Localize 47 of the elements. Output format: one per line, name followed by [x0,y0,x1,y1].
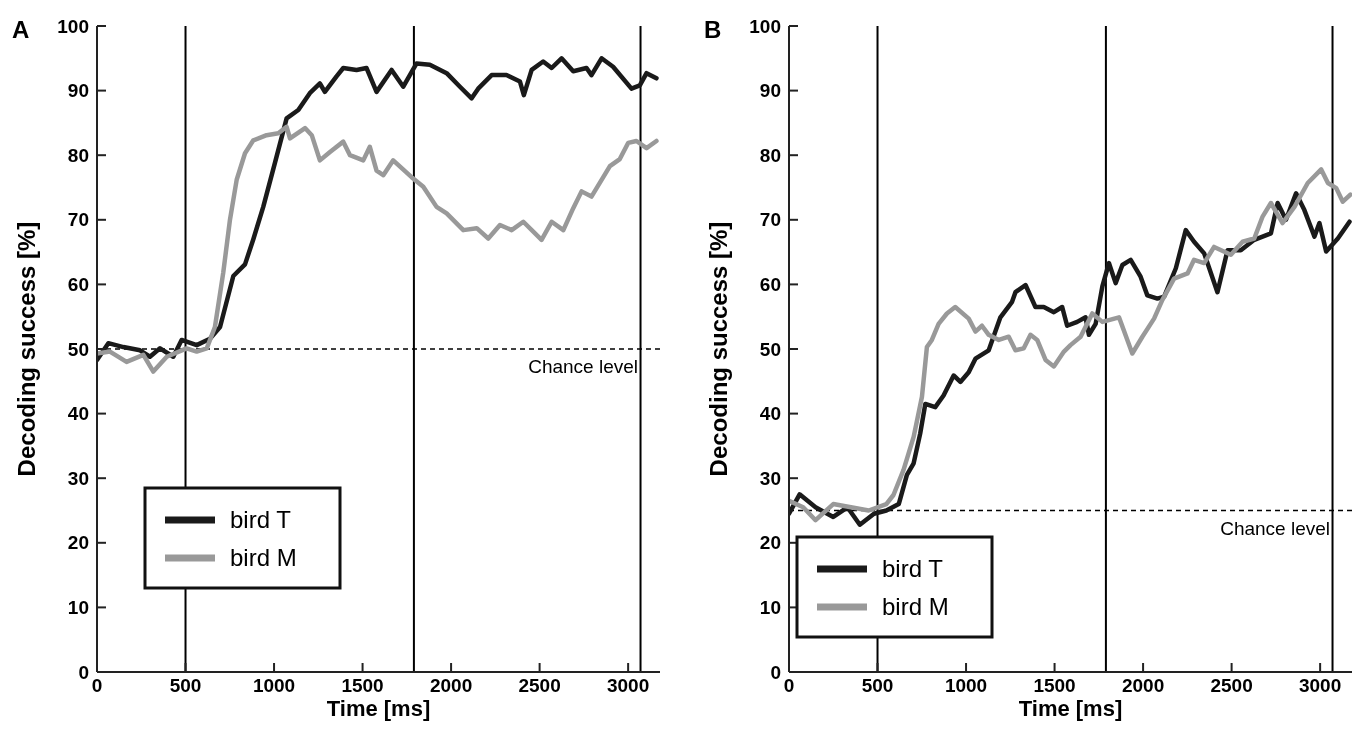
chart-title: A [12,16,30,43]
x-tick-label: 1500 [341,675,384,696]
x-tick-label: 0 [783,675,795,696]
x-axis-title: Time [ms] [326,696,431,721]
y-tick-label: 10 [759,597,781,619]
x-tick-label: 500 [861,675,894,696]
legend-label: bird T [230,506,292,534]
y-tick-label: 90 [67,80,89,102]
y-tick-label: 30 [67,467,89,489]
x-tick-label: 500 [169,675,202,696]
x-tick-label: 1000 [252,675,296,696]
x-tick-label: 2000 [1121,675,1165,696]
x-tick-label: 3000 [1298,675,1342,696]
y-tick-label: 70 [67,209,89,231]
y-tick-label: 10 [67,597,89,619]
ref-line-label: Chance level [528,356,638,377]
y-tick-label: 70 [759,209,781,231]
y-tick-label: 80 [759,144,781,166]
legend-label: bird M [230,544,297,572]
y-tick-label: 100 [57,15,89,37]
legend-label: bird M [882,593,949,621]
y-tick-label: 80 [67,144,89,166]
y-tick-label: 40 [67,403,89,425]
legend-label: bird T [882,555,944,583]
x-tick-label: 2500 [1210,675,1253,696]
y-tick-label: 30 [759,467,781,489]
x-tick-label: 2500 [518,675,561,696]
y-tick-label: 60 [759,274,781,296]
y-tick-label: 90 [759,80,781,102]
y-tick-label: 50 [67,338,89,360]
x-tick-label: 2000 [429,675,473,696]
x-tick-label: 1000 [944,675,988,696]
y-tick-label: 20 [759,532,781,554]
y-axis-title: Decoding success [%] [13,221,40,477]
x-tick-label: 0 [91,675,103,696]
y-tick-label: 100 [749,15,781,37]
x-tick-label: 3000 [606,675,650,696]
line-series [97,124,659,374]
x-tick-label: 1500 [1033,675,1076,696]
y-tick-label: 60 [67,274,89,296]
y-tick-label: 40 [759,403,781,425]
ref-line-label: Chance level [1220,517,1330,539]
chart-title: B [704,16,722,43]
y-tick-label: 20 [67,532,89,554]
y-tick-label: 50 [759,338,781,360]
x-axis-title: Time [ms] [1018,696,1123,721]
y-axis-title: Decoding success [%] [705,221,732,477]
